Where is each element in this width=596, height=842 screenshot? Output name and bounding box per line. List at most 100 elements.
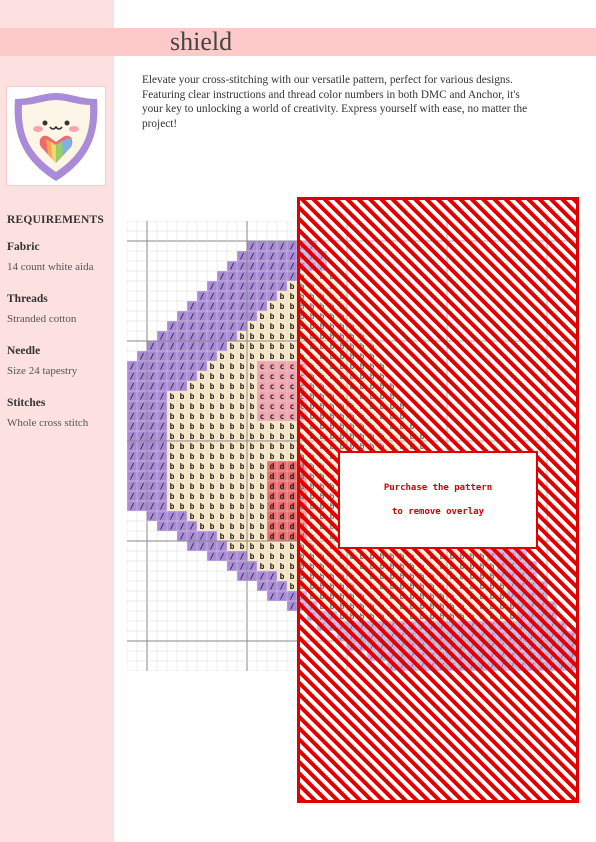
stitch-cell [287, 271, 297, 281]
stitch-cell [207, 431, 217, 441]
stitch-cell [167, 381, 177, 391]
stitch-symbol: b [210, 442, 215, 451]
stitch-cell [187, 381, 197, 391]
stitch-cell [127, 401, 137, 411]
stitch-symbol: b [170, 492, 175, 501]
needle-value: Size 24 tapestry [7, 365, 78, 377]
stitch-symbol: / [130, 482, 135, 491]
stitch-symbol: b [200, 412, 205, 421]
stitch-symbol: b [250, 352, 255, 361]
stitch-symbol: / [190, 342, 195, 351]
stitch-symbol: / [160, 402, 165, 411]
stitch-cell [197, 411, 207, 421]
stitch-cell [217, 451, 227, 461]
stitch-symbol: d [280, 522, 285, 531]
stitch-symbol: / [160, 362, 165, 371]
stitch-symbol: / [190, 542, 195, 551]
stitch-cell [187, 481, 197, 491]
stitch-symbol: b [200, 442, 205, 451]
stitch-cell [277, 261, 287, 271]
stitch-symbol: b [280, 432, 285, 441]
stitch-cell [277, 301, 287, 311]
stitch-cell [197, 291, 207, 301]
stitch-symbol: / [170, 372, 175, 381]
stitch-cell [227, 381, 237, 391]
stitch-cell [207, 401, 217, 411]
stitch-cell [247, 381, 257, 391]
stitch-symbol: b [260, 422, 265, 431]
stitch-cell [287, 391, 297, 401]
stitch-cell [187, 501, 197, 511]
stitch-cell [187, 351, 197, 361]
stitch-symbol: / [150, 442, 155, 451]
stitch-cell [257, 411, 267, 421]
stitch-symbol: b [230, 442, 235, 451]
stitch-symbol: d [270, 512, 275, 521]
stitch-symbol: c [270, 372, 275, 381]
stitch-cell [287, 291, 297, 301]
stitch-cell [247, 411, 257, 421]
stitch-cell [247, 481, 257, 491]
stitch-symbol: / [210, 312, 215, 321]
stitch-symbol: b [250, 392, 255, 401]
stitch-symbol: b [290, 422, 295, 431]
stitch-cell [217, 321, 227, 331]
stitch-symbol: b [190, 432, 195, 441]
stitch-symbol: b [220, 412, 225, 421]
stitch-cell [267, 451, 277, 461]
stitch-cell [217, 541, 227, 551]
stitch-symbol: b [210, 372, 215, 381]
stitch-symbol: / [240, 562, 245, 571]
stitch-symbol: / [180, 382, 185, 391]
stitch-symbol: / [130, 462, 135, 471]
stitch-symbol: c [260, 372, 265, 381]
stitch-symbol: / [250, 292, 255, 301]
stitch-symbol: / [160, 512, 165, 521]
stitch-cell [247, 261, 257, 271]
stitch-cell [207, 461, 217, 471]
stitch-cell [257, 571, 267, 581]
stitch-symbol: b [250, 532, 255, 541]
stitch-symbol: b [280, 422, 285, 431]
stitch-cell [137, 481, 147, 491]
stitch-symbol: / [180, 352, 185, 361]
stitch-symbol: b [290, 312, 295, 321]
stitch-symbol: / [140, 472, 145, 481]
stitch-symbol: d [280, 492, 285, 501]
stitch-cell [267, 391, 277, 401]
stitch-cell [177, 421, 187, 431]
stitch-cell [247, 441, 257, 451]
stitch-cell [157, 331, 167, 341]
stitch-cell [227, 411, 237, 421]
stitch-symbol: d [270, 462, 275, 471]
stitch-symbol: / [240, 302, 245, 311]
stitch-symbol: / [180, 332, 185, 341]
stitch-symbol: b [230, 352, 235, 361]
stitch-symbol: / [260, 572, 265, 581]
stitch-symbol: / [270, 282, 275, 291]
stitch-cell [237, 561, 247, 571]
stitch-cell [217, 521, 227, 531]
stitch-cell [217, 431, 227, 441]
stitch-symbol: / [260, 582, 265, 591]
stitch-symbol: / [220, 292, 225, 301]
stitch-symbol: / [130, 362, 135, 371]
stitch-cell [147, 391, 157, 401]
stitch-symbol: / [130, 442, 135, 451]
stitch-symbol: / [290, 252, 295, 261]
stitch-symbol: b [180, 442, 185, 451]
stitch-symbol: b [210, 412, 215, 421]
stitch-cell [277, 501, 287, 511]
stitch-cell [287, 571, 297, 581]
stitch-cell [277, 541, 287, 551]
stitch-symbol: / [220, 282, 225, 291]
stitch-cell [207, 481, 217, 491]
stitch-cell [257, 291, 267, 301]
purchase-notice[interactable]: Purchase the pattern to remove overlay [338, 451, 538, 549]
stitch-cell [247, 541, 257, 551]
stitch-cell [187, 541, 197, 551]
stitch-cell [227, 311, 237, 321]
stitch-cell [197, 391, 207, 401]
stitch-symbol: b [240, 362, 245, 371]
stitch-cell [217, 391, 227, 401]
